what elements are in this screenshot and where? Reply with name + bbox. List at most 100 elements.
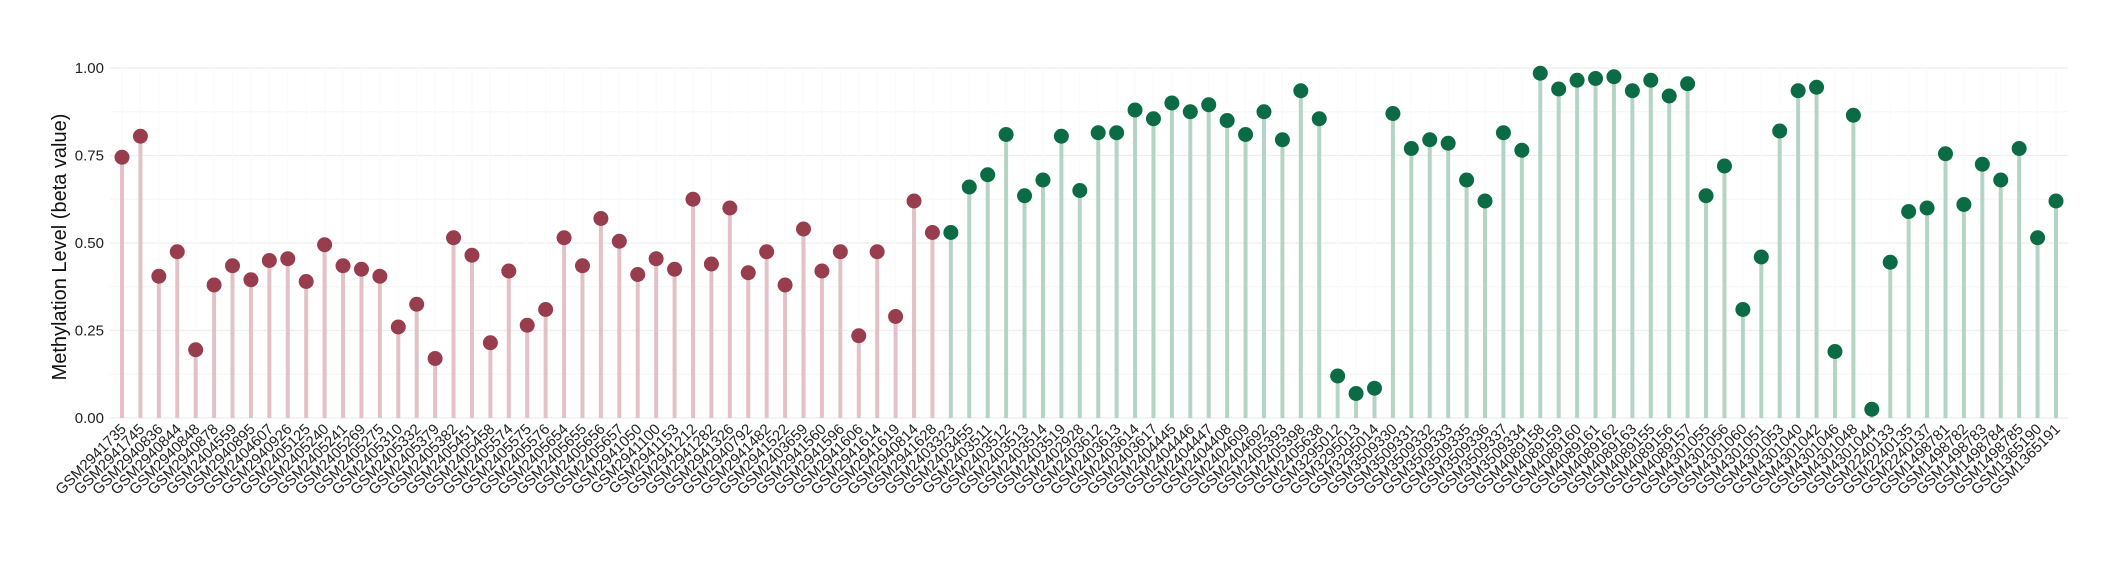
dot	[1330, 368, 1346, 384]
dot	[1256, 104, 1272, 120]
dot	[1882, 254, 1898, 270]
dot	[1974, 156, 1990, 172]
dot	[2011, 141, 2027, 156]
dot	[1311, 111, 1327, 127]
dot	[151, 268, 167, 284]
dot	[1403, 141, 1419, 156]
dot	[777, 277, 793, 293]
dot	[1274, 132, 1290, 148]
dot	[1698, 188, 1714, 204]
dot	[1238, 127, 1254, 142]
y-tick-label: 1.00	[75, 60, 104, 77]
dot	[317, 237, 333, 253]
dot	[225, 258, 241, 274]
dot	[206, 277, 222, 293]
dot	[298, 274, 314, 289]
dot	[2030, 230, 2046, 246]
dot	[556, 230, 572, 246]
dot	[1753, 249, 1769, 265]
dot	[1035, 172, 1051, 188]
dot	[1735, 302, 1751, 317]
dot	[703, 256, 719, 272]
dot	[335, 258, 351, 274]
dot	[243, 272, 259, 288]
dot	[1514, 142, 1530, 158]
dot	[1201, 97, 1217, 113]
dot	[1588, 71, 1604, 86]
dot	[648, 251, 664, 267]
x-axis-ticks: GSM2941735GSM2941745GSM2940836GSM2940844…	[52, 421, 2063, 498]
dot	[851, 328, 867, 344]
dot	[593, 211, 609, 226]
gridlines	[110, 67, 2068, 419]
dot	[1624, 83, 1640, 99]
dot	[1348, 386, 1364, 401]
dot	[1864, 401, 1880, 417]
dot	[888, 309, 904, 324]
dot	[482, 335, 498, 351]
dot	[1366, 380, 1382, 396]
dot	[1827, 344, 1843, 359]
dot	[1477, 193, 1493, 209]
dot	[924, 225, 940, 240]
dot	[188, 342, 204, 358]
stems	[120, 73, 2058, 418]
dot	[1182, 104, 1198, 120]
dot	[1809, 79, 1825, 95]
dot	[574, 258, 590, 274]
dot	[906, 193, 922, 209]
dot	[1127, 102, 1143, 118]
dot	[1661, 88, 1677, 104]
dot	[501, 263, 517, 279]
dot	[998, 127, 1014, 142]
dot	[1495, 125, 1511, 141]
dot	[1293, 83, 1309, 99]
dot	[280, 251, 296, 267]
dot	[1643, 72, 1659, 88]
dot	[1606, 69, 1622, 85]
dot	[943, 225, 959, 240]
dot	[1109, 125, 1125, 141]
dot	[1219, 113, 1235, 128]
dot	[372, 268, 388, 284]
dot	[722, 200, 738, 216]
dot	[759, 244, 775, 260]
dot	[1901, 204, 1917, 219]
dot	[1459, 172, 1475, 188]
dot	[630, 267, 646, 282]
dot	[261, 253, 277, 268]
dot	[832, 244, 848, 260]
dot	[740, 265, 756, 281]
dot	[1164, 95, 1180, 111]
dot	[1790, 83, 1806, 99]
dot	[1551, 81, 1567, 97]
dot	[353, 261, 369, 277]
y-tick-label: 0.50	[75, 235, 104, 252]
dot	[980, 167, 996, 183]
y-axis-label: Methylation Level (beta value)	[49, 114, 71, 381]
dot	[2048, 193, 2064, 209]
dot	[1532, 65, 1548, 81]
dot	[1919, 200, 1935, 216]
dot	[132, 128, 148, 144]
dot	[169, 244, 185, 260]
dot	[1772, 123, 1788, 139]
y-tick-label: 0.00	[75, 410, 104, 427]
dots	[114, 65, 2064, 417]
y-tick-label: 0.25	[75, 323, 104, 340]
dot	[1716, 158, 1732, 174]
dot	[1090, 125, 1106, 141]
dot	[1937, 146, 1953, 162]
dot	[685, 191, 701, 207]
dot	[519, 317, 535, 333]
dot	[390, 319, 406, 335]
dot	[464, 247, 480, 263]
dot	[1053, 128, 1069, 144]
dot	[961, 179, 977, 195]
dot	[796, 221, 812, 237]
dot	[1845, 107, 1861, 123]
dot	[114, 149, 130, 165]
dot	[611, 233, 627, 249]
